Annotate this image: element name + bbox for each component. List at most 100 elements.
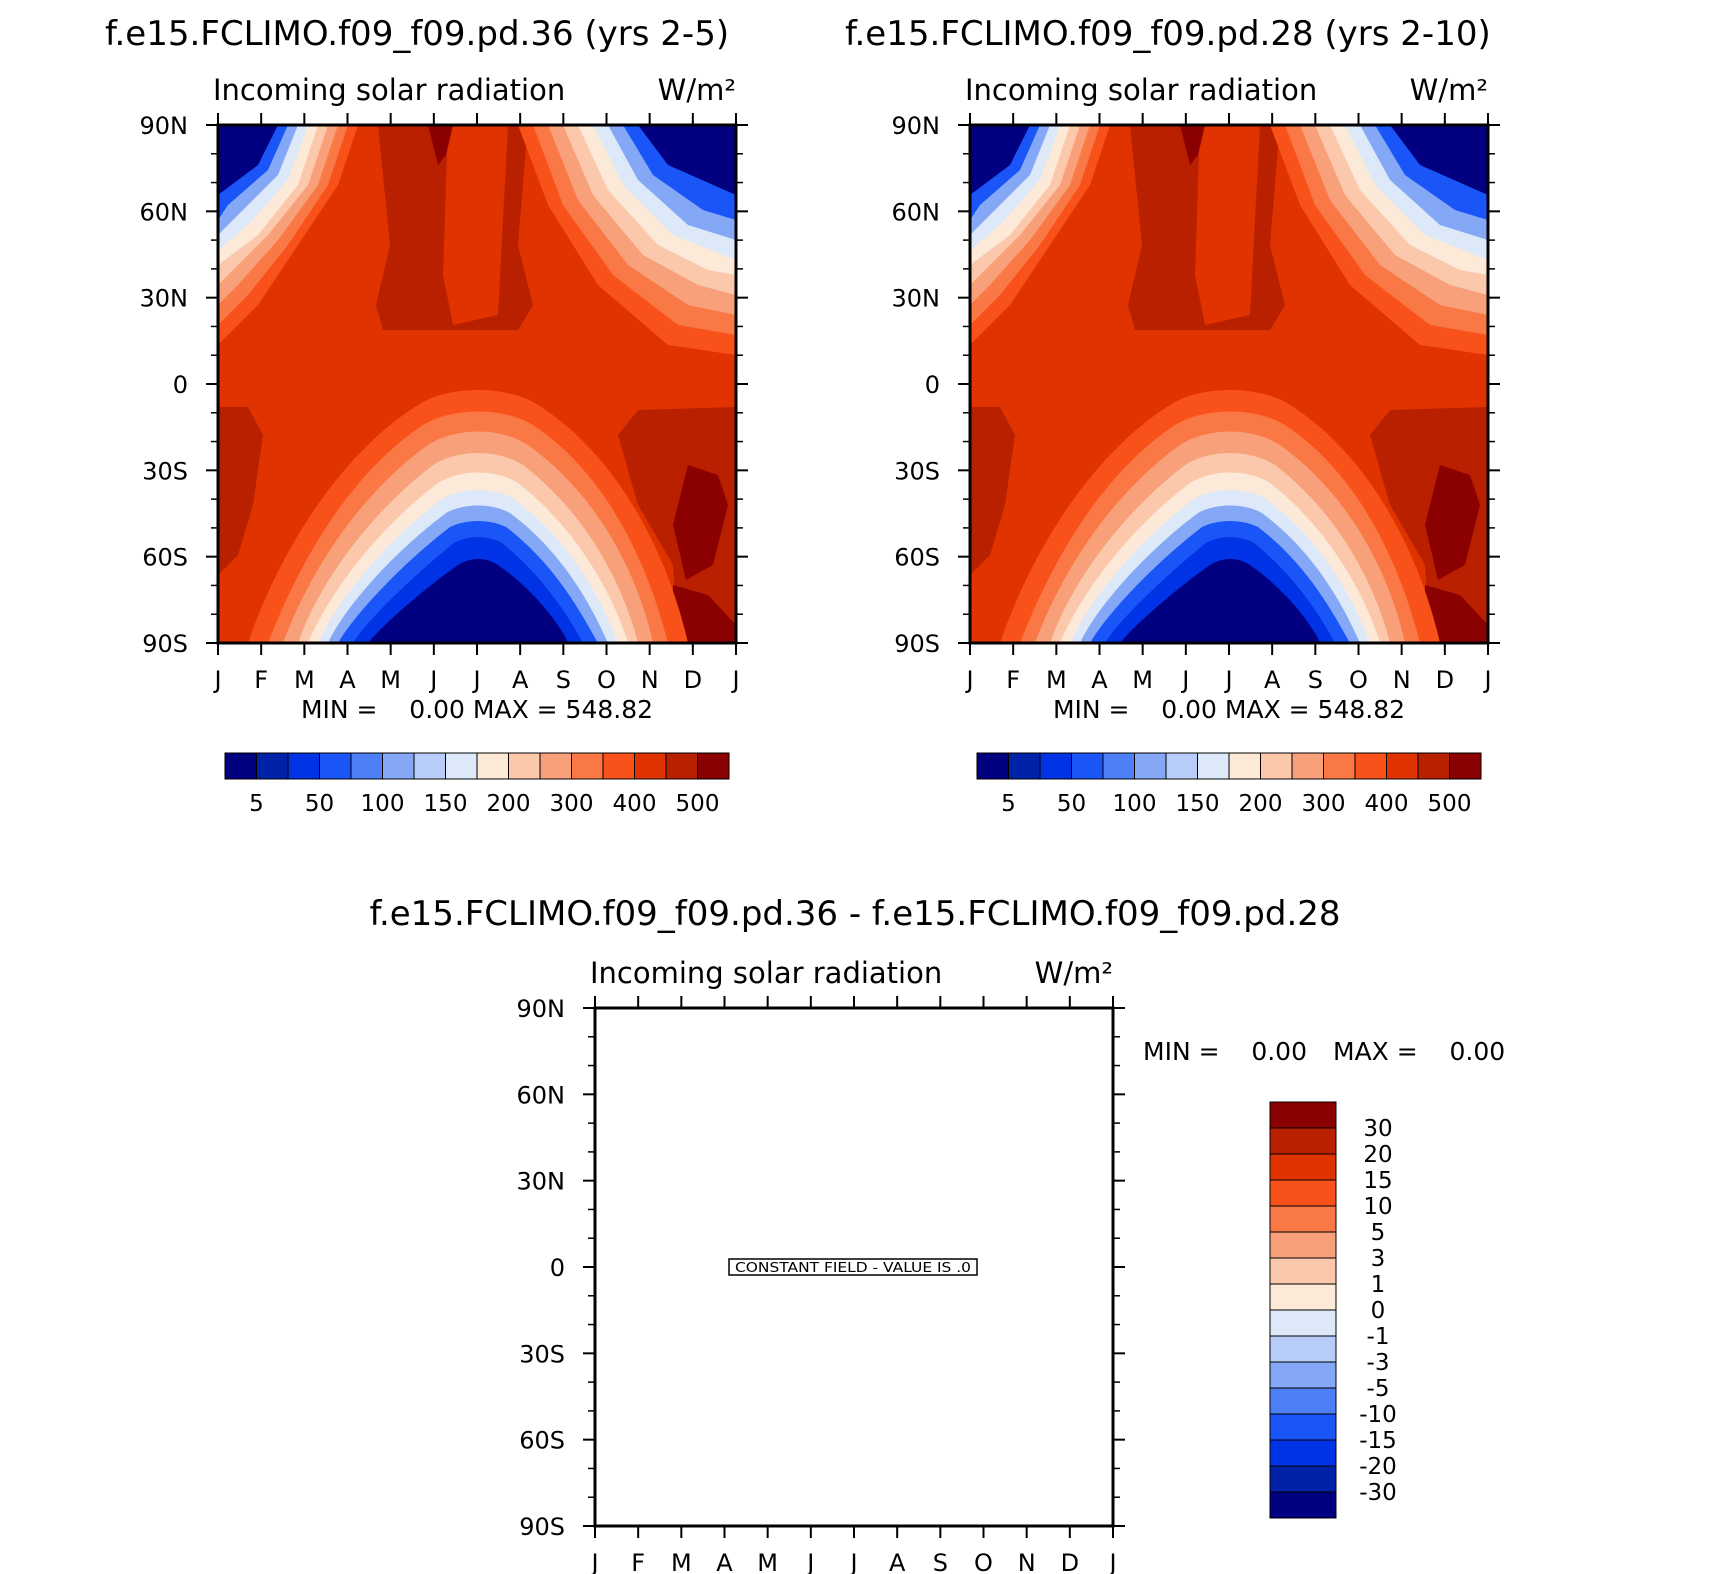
colorbar-box xyxy=(350,752,383,780)
colorbar-label: -30 xyxy=(1359,1480,1397,1506)
field-se-peak xyxy=(673,465,728,580)
colorbar-box xyxy=(413,752,446,780)
x-tick-label: J xyxy=(212,666,221,694)
colorbar-label: 100 xyxy=(361,791,405,817)
field-nw-9 xyxy=(218,125,278,195)
colorbar-label: 300 xyxy=(1302,791,1346,817)
colorbar-box xyxy=(1269,1413,1337,1441)
colorbar-box xyxy=(1386,752,1419,780)
x-tick-label: A xyxy=(512,666,529,694)
x-tick-label: J xyxy=(428,666,437,694)
panel-3-stats-min: MIN = 0.00 xyxy=(1143,1037,1307,1066)
colorbar-label: 500 xyxy=(676,791,720,817)
colorbar-label: 400 xyxy=(613,791,657,817)
field-ne-9 xyxy=(638,125,736,195)
y-tick-label: 90S xyxy=(894,630,940,658)
y-tick-label: 60N xyxy=(892,198,941,226)
x-tick-label: A xyxy=(716,1549,733,1574)
colorbar-box xyxy=(1039,752,1072,780)
panel-3-title: f.e15.FCLIMO.f09_f09.pd.36 - f.e15.FCLIM… xyxy=(369,894,1340,934)
colorbar-box xyxy=(539,752,572,780)
y-tick-label: 90N xyxy=(517,995,566,1023)
x-tick-label: O xyxy=(1349,666,1368,694)
y-tick-label: 0 xyxy=(173,371,188,399)
x-tick-label: O xyxy=(974,1549,993,1574)
constant-field-label: CONSTANT FIELD - VALUE IS .0 xyxy=(735,1261,971,1276)
colorbar-label: 200 xyxy=(1239,791,1283,817)
colorbar-box xyxy=(508,752,541,780)
y-tick-label: 30S xyxy=(519,1340,565,1368)
x-tick-label: N xyxy=(641,666,659,694)
x-tick-label: M xyxy=(1046,666,1067,694)
colorbar-box xyxy=(1269,1101,1337,1129)
x-tick-label: S xyxy=(933,1549,948,1574)
x-tick-label: J xyxy=(805,1549,814,1574)
colorbar-box xyxy=(1269,1309,1337,1337)
panel-1-title: f.e15.FCLIMO.f09_f09.pd.36 (yrs 2-5) xyxy=(105,14,729,54)
field-sw-peak xyxy=(1425,585,1488,643)
colorbar-label: 50 xyxy=(1057,791,1086,817)
x-tick-label: J xyxy=(730,666,739,694)
x-tick-label: J xyxy=(1482,666,1491,694)
y-tick-label: 30N xyxy=(892,285,941,313)
colorbar-box xyxy=(1269,1387,1337,1415)
y-tick-label: 60S xyxy=(142,544,188,572)
colorbar-box xyxy=(476,752,509,780)
field-s-10 xyxy=(368,559,568,643)
y-tick-label: 30N xyxy=(517,1168,566,1196)
x-tick-label: M xyxy=(1132,666,1153,694)
y-tick-label: 90S xyxy=(519,1513,565,1541)
x-tick-label: A xyxy=(889,1549,906,1574)
y-tick-label: 90S xyxy=(142,630,188,658)
colorbar-label: 100 xyxy=(1113,791,1157,817)
colorbar-label: 30 xyxy=(1363,1116,1392,1142)
x-tick-label: J xyxy=(1107,1549,1116,1574)
colorbar-box xyxy=(1071,752,1104,780)
colorbar-box xyxy=(1269,1283,1337,1311)
y-tick-label: 30N xyxy=(140,285,189,313)
field-s-hot xyxy=(970,407,1015,575)
x-tick-label: J xyxy=(471,666,480,694)
x-tick-label: D xyxy=(1061,1549,1079,1574)
y-tick-label: 60N xyxy=(140,198,189,226)
colorbar-box xyxy=(1354,752,1387,780)
x-tick-label: O xyxy=(597,666,616,694)
x-tick-label: D xyxy=(1436,666,1454,694)
colorbar-box xyxy=(1134,752,1167,780)
field-ne-9 xyxy=(1390,125,1488,195)
colorbar-box xyxy=(1269,1439,1337,1467)
panel-1-stats: MIN = 0.00 MAX = 548.82 xyxy=(301,695,653,724)
x-tick-label: A xyxy=(339,666,356,694)
x-tick-label: D xyxy=(684,666,702,694)
colorbar-box xyxy=(1102,752,1135,780)
constant-field-box xyxy=(728,1258,978,1276)
x-tick-label: M xyxy=(671,1549,692,1574)
panel-2: f.e15.FCLIMO.f09_f09.pd.28 (yrs 2-10) In… xyxy=(845,14,1500,817)
colorbar-label: 1 xyxy=(1371,1272,1386,1298)
colorbar-box xyxy=(1269,1491,1337,1519)
y-tick-label: 60S xyxy=(894,544,940,572)
panel-2-stats: MIN = 0.00 MAX = 548.82 xyxy=(1053,695,1405,724)
panel-3: f.e15.FCLIMO.f09_f09.pd.36 - f.e15.FCLIM… xyxy=(369,894,1505,1574)
x-tick-label: J xyxy=(964,666,973,694)
field-s-10 xyxy=(1120,559,1320,643)
colorbar-label: 200 xyxy=(487,791,531,817)
colorbar-label: -15 xyxy=(1359,1428,1397,1454)
colorbar-box xyxy=(1269,1465,1337,1493)
field-s-hot xyxy=(218,407,263,575)
colorbar-box xyxy=(1323,752,1356,780)
x-tick-label: J xyxy=(848,1549,857,1574)
x-tick-label: J xyxy=(589,1549,598,1574)
panel-2-subtitle: Incoming solar radiation xyxy=(965,73,1317,107)
field-nw-9 xyxy=(970,125,1030,195)
colorbar-box xyxy=(1165,752,1198,780)
x-tick-label: F xyxy=(631,1549,645,1574)
colorbar-label: 500 xyxy=(1428,791,1472,817)
colorbar-box xyxy=(445,752,478,780)
colorbar-box xyxy=(1197,752,1230,780)
y-tick-label: 90N xyxy=(140,112,189,140)
colorbar-label: 3 xyxy=(1371,1246,1386,1272)
